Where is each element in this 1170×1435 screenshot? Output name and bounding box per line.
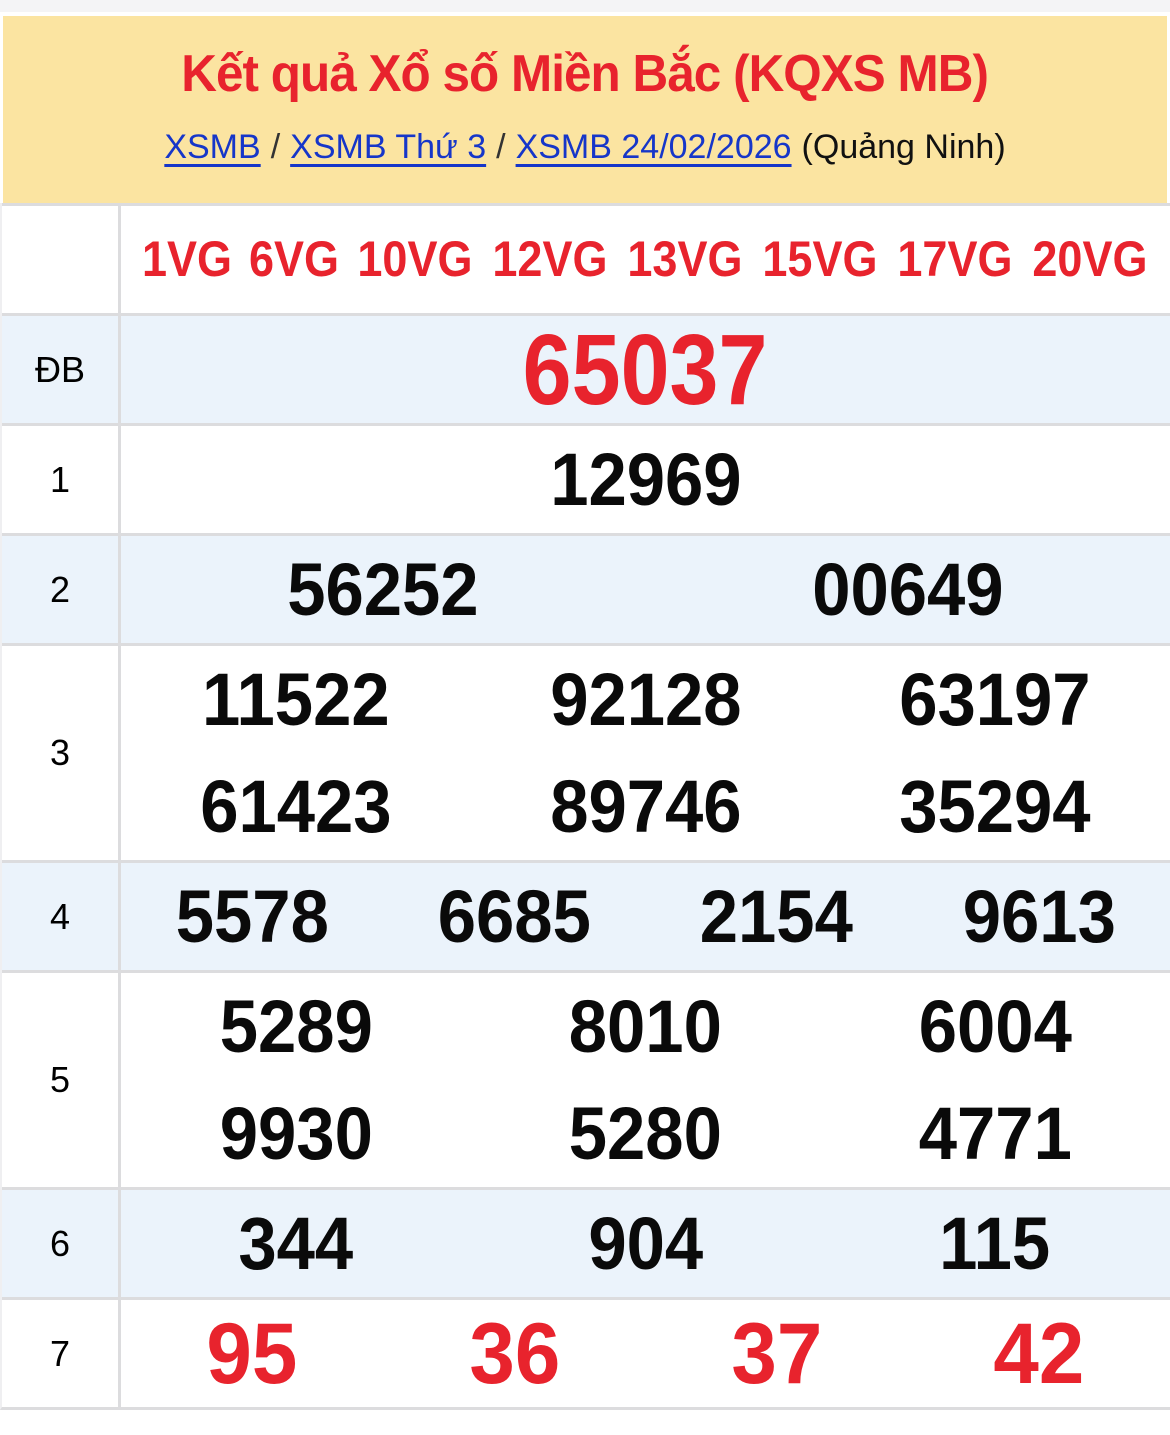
table-row-prize-5: 5 5289 8010 6004 9930 5280 4771	[2, 970, 1170, 1187]
prize-number: 904	[588, 1201, 703, 1285]
prize-number: 61423	[200, 764, 392, 848]
prize-number: 95	[206, 1305, 298, 1402]
prize-number: 56252	[287, 547, 479, 631]
vg-label: 10VG	[357, 231, 473, 287]
prize-number: 89746	[549, 764, 742, 848]
prize-number: 9930	[219, 1091, 373, 1175]
breadcrumb-location: (Quảng Ninh)	[801, 128, 1006, 166]
prize-number: 12969	[549, 437, 742, 521]
breadcrumb-link-xsmb-thu-3[interactable]: XSMB Thứ 3	[290, 128, 487, 166]
prize-number: 11522	[202, 657, 390, 741]
table-row-prize-6: 6 344 904 115	[2, 1187, 1170, 1297]
prize-number: 344	[238, 1201, 354, 1285]
breadcrumb: XSMB / XSMB Thứ 3/XSMB 24/02/2026 (Quảng Ni…	[13, 128, 1157, 167]
prize-number: 5289	[219, 984, 373, 1068]
breadcrumb-separator: /	[496, 128, 506, 166]
table-row-prize-7: 7 95 36 37 42	[2, 1297, 1170, 1407]
prize-number: 6004	[918, 984, 1072, 1068]
browser-edge-strip	[0, 0, 1170, 14]
prize-number: 5280	[568, 1091, 723, 1175]
vg-row: 1VG 6VG 10VG 12VG 13VG 15VG 17VG 20VG	[2, 203, 1170, 313]
prize-number: 4771	[918, 1091, 1072, 1175]
page-header: Kết quả Xổ số Miền Bắc (KQXS MB) XSMB / XS…	[3, 16, 1167, 203]
prize-number: 37	[731, 1305, 823, 1402]
vg-label: 12VG	[492, 231, 608, 287]
table-row-prize-1: 1 12969	[2, 423, 1170, 533]
prize-number: 8010	[568, 984, 723, 1068]
prize-label: 3	[2, 646, 121, 860]
table-row-prize-4: 4 5578 6685 2154 9613	[2, 860, 1170, 970]
vg-label: 1VG	[142, 231, 233, 287]
prize-number: 2154	[700, 874, 854, 958]
prize-number: 65037	[523, 313, 768, 426]
prize-number: 00649	[812, 547, 1004, 631]
vg-label: 17VG	[897, 231, 1013, 287]
prize-number: 92128	[549, 657, 742, 741]
vg-label: 13VG	[627, 231, 743, 287]
prize-number: 9613	[962, 874, 1116, 958]
breadcrumb-separator: /	[270, 128, 281, 166]
table-row-prize-ĐB: ĐB 65037	[2, 313, 1170, 423]
vg-label: 15VG	[762, 231, 878, 287]
prize-number: 42	[993, 1305, 1085, 1402]
prize-number: 36	[468, 1305, 560, 1402]
vg-row-empty-label	[2, 206, 121, 313]
breadcrumb-link-xsmb-date[interactable]: XSMB 24/02/2026	[515, 128, 792, 166]
prize-label: ĐB	[2, 316, 121, 423]
prize-number: 35294	[899, 764, 1091, 848]
breadcrumb-link-xsmb[interactable]: XSMB	[164, 128, 261, 166]
prize-label: 7	[2, 1300, 121, 1407]
vg-label: 20VG	[1032, 231, 1148, 287]
table-row-prize-2: 2 56252 00649	[2, 533, 1170, 643]
prize-number: 6685	[437, 874, 591, 958]
prize-number: 63197	[899, 657, 1091, 741]
page-title: Kết quả Xổ số Miền Bắc (KQXS MB)	[181, 45, 990, 103]
prize-label: 1	[2, 426, 121, 533]
prize-number: 115	[939, 1201, 1051, 1285]
vg-label: 6VG	[249, 231, 340, 287]
prize-number: 5578	[175, 874, 329, 958]
prize-label: 6	[2, 1190, 121, 1297]
prize-label: 4	[2, 863, 121, 970]
table-row-prize-3: 3 11522 92128 63197 61423 89746 35294	[2, 643, 1170, 860]
results-table: 1VG 6VG 10VG 12VG 13VG 15VG 17VG 20VG ĐB 65037 1 12…	[0, 203, 1170, 1410]
prize-label: 2	[2, 536, 121, 643]
prize-label: 5	[2, 973, 121, 1187]
